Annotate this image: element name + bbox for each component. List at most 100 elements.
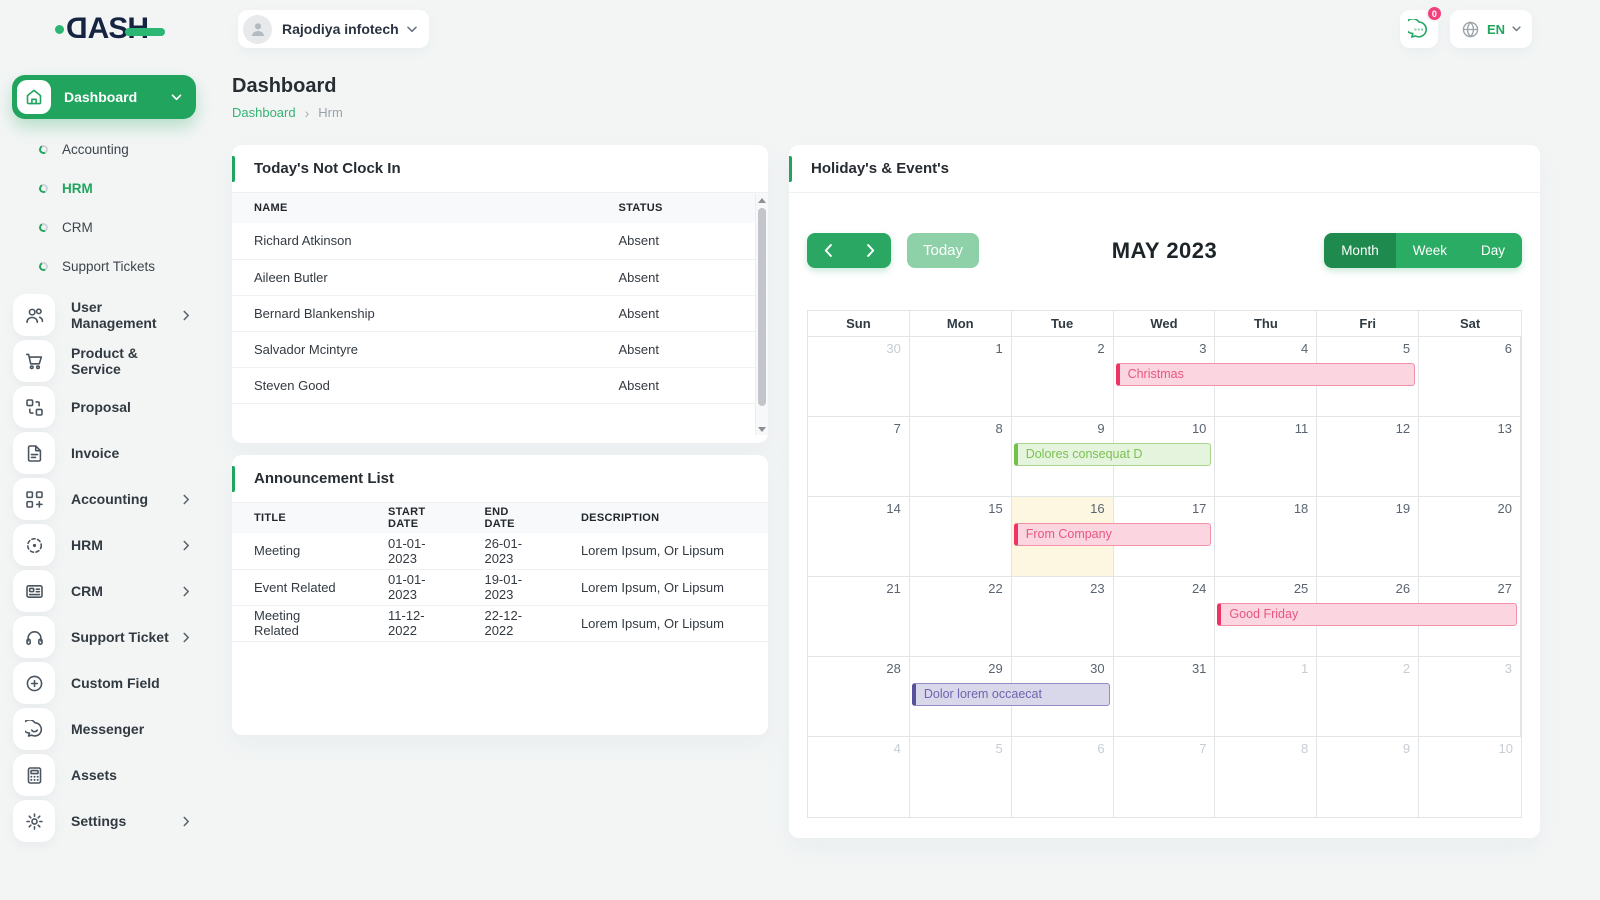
calendar-day-cell[interactable]: 3 bbox=[1419, 657, 1521, 736]
sidebar-item-invoice[interactable]: Invoice bbox=[12, 432, 196, 474]
calendar-day-cell[interactable]: 2 bbox=[1012, 337, 1114, 416]
calendar-day-cell[interactable]: 8 bbox=[910, 417, 1012, 496]
calendar-day-cell[interactable]: 10 bbox=[1498, 741, 1513, 756]
scroll-up-arrow-icon[interactable] bbox=[756, 194, 768, 206]
sidebar-item-crm[interactable]: CRM bbox=[12, 570, 196, 612]
calendar-day-cell[interactable]: 7 bbox=[808, 417, 910, 496]
chevron-right-icon bbox=[183, 632, 190, 643]
workspace-selector[interactable]: Rajodiya infotech bbox=[238, 10, 429, 48]
globe-icon bbox=[1462, 20, 1479, 38]
sidebar-item-support-ticket[interactable]: Support Ticket bbox=[12, 616, 196, 658]
sidebar-item-proposal[interactable]: Proposal bbox=[12, 386, 196, 428]
chevron-right-icon bbox=[183, 816, 190, 827]
calendar-day-cell[interactable]: 23 bbox=[1012, 577, 1114, 656]
sidebar-item-assets[interactable]: Assets bbox=[12, 754, 196, 796]
calendar-week-row: 4 5 6 7 8 9 10 bbox=[808, 737, 1521, 817]
calendar-day-cell[interactable]: 14 bbox=[808, 497, 910, 576]
sidebar-item-accounting[interactable]: Accounting bbox=[12, 130, 196, 169]
calendar-day-cell[interactable]: 9 bbox=[1317, 737, 1420, 817]
calendar-event[interactable]: Christmas bbox=[1115, 363, 1416, 386]
headset-icon bbox=[13, 616, 55, 658]
today-button[interactable]: Today bbox=[907, 233, 980, 268]
calendar-day-cell[interactable]: 6 bbox=[1419, 337, 1521, 416]
calendar-day-cell[interactable]: 11 bbox=[1215, 417, 1318, 496]
sidebar-item-accounting[interactable]: Accounting bbox=[12, 478, 196, 520]
sidebar-item-custom-field[interactable]: Custom Field bbox=[12, 662, 196, 704]
table-cell: 11-12-2022 bbox=[366, 605, 463, 642]
breadcrumb-current: Hrm bbox=[318, 105, 343, 120]
sidebar-item-hrm[interactable]: HRM bbox=[12, 169, 196, 208]
calendar-day-cell[interactable]: 24 bbox=[1114, 577, 1216, 656]
sidebar-item-label: Invoice bbox=[71, 445, 120, 461]
calendar-day-cell[interactable]: 30 bbox=[808, 337, 910, 416]
weekday-label: Tue bbox=[1011, 311, 1114, 337]
chevron-right-icon bbox=[183, 310, 190, 321]
scrollbar-thumb[interactable] bbox=[758, 208, 766, 406]
prev-month-button[interactable] bbox=[807, 233, 849, 268]
sidebar-item-support-tickets[interactable]: Support Tickets bbox=[12, 247, 196, 286]
sidebar-item-product-service[interactable]: Product & Service bbox=[12, 340, 196, 382]
calendar-day-cell[interactable]: 19 bbox=[1317, 497, 1420, 576]
calendar-day-cell[interactable]: 27 bbox=[1419, 577, 1521, 656]
calendar-day-cell[interactable]: 6 bbox=[1012, 737, 1114, 817]
home-icon bbox=[17, 80, 51, 114]
calendar-day-cell[interactable]: 18 bbox=[1215, 497, 1318, 576]
calendar-day-cell[interactable]: 10 bbox=[1114, 417, 1216, 496]
calendar-week-row: 14 15 16 17 18 19 20 From Company bbox=[808, 497, 1521, 577]
chevron-right-icon bbox=[183, 494, 190, 505]
calendar-day-cell[interactable]: 31 bbox=[1114, 657, 1216, 736]
sidebar-item-messenger[interactable]: Messenger bbox=[12, 708, 196, 750]
calendar-event[interactable]: Dolores consequat D bbox=[1013, 443, 1212, 466]
app-logo: DASH bbox=[55, 12, 166, 45]
table-cell: Lorem Ipsum, Or Lipsum bbox=[558, 533, 768, 570]
calendar-day-cell[interactable]: 8 bbox=[1215, 737, 1318, 817]
sidebar-item-hrm[interactable]: HRM bbox=[12, 524, 196, 566]
sidebar-item-settings[interactable]: Settings bbox=[12, 800, 196, 842]
sidebar-item-label: Support Tickets bbox=[62, 259, 156, 274]
sidebar-item-crm[interactable]: CRM bbox=[12, 208, 196, 247]
view-button-month[interactable]: Month bbox=[1324, 233, 1396, 268]
calendar-day-cell[interactable]: 17 bbox=[1114, 497, 1216, 576]
calendar-day-cell[interactable]: 7 bbox=[1114, 737, 1216, 817]
calendar-day-cell[interactable]: 30 bbox=[1012, 657, 1114, 736]
logo-text: DASH bbox=[67, 12, 166, 45]
sidebar-item-dashboard[interactable]: Dashboard bbox=[12, 75, 196, 119]
workspace-label: Rajodiya infotech bbox=[282, 21, 399, 37]
clockin-table-body: Richard Atkinson Absent Aileen Butler Absen… bbox=[232, 223, 768, 404]
announcement-table-head: TITLE START DATE END DATE DESCRIPTION bbox=[232, 503, 768, 533]
bullet-icon bbox=[37, 221, 50, 234]
calendar-day-cell[interactable]: 4 bbox=[808, 737, 910, 817]
calendar-day-cell[interactable]: 21 bbox=[808, 577, 910, 656]
scrollbar[interactable] bbox=[755, 194, 768, 435]
logo-dot-icon bbox=[55, 24, 64, 34]
calendar-day-cell[interactable]: 5 bbox=[910, 737, 1012, 817]
table-cell: Absent bbox=[596, 367, 768, 404]
announcement-table: TITLE START DATE END DATE DESCRIPTION Meeti… bbox=[232, 503, 768, 642]
column-header: TITLE bbox=[232, 503, 366, 533]
messages-button[interactable]: 0 bbox=[1399, 5, 1443, 48]
calendar-day-cell[interactable]: 22 bbox=[910, 577, 1012, 656]
users-icon bbox=[13, 294, 55, 336]
calendar-event[interactable]: From Company bbox=[1013, 523, 1212, 546]
calendar-card-title: Holiday's & Event's bbox=[811, 160, 950, 177]
view-button-week[interactable]: Week bbox=[1395, 233, 1464, 268]
calendar-day-cell[interactable]: 2 bbox=[1317, 657, 1420, 736]
calendar-day-cell[interactable]: 1 bbox=[910, 337, 1012, 416]
language-selector[interactable]: EN bbox=[1449, 10, 1532, 48]
sidebar-item-user-management[interactable]: User Management bbox=[12, 294, 196, 336]
breadcrumb-link-dashboard[interactable]: Dashboard bbox=[232, 105, 296, 120]
calendar-day-cell[interactable]: 13 bbox=[1419, 417, 1521, 496]
calendar-day-cell[interactable]: 15 bbox=[910, 497, 1012, 576]
calendar-day-cell[interactable]: 20 bbox=[1419, 497, 1521, 576]
scroll-down-arrow-icon[interactable] bbox=[756, 423, 768, 435]
view-button-day[interactable]: Day bbox=[1463, 233, 1522, 268]
calendar-day-cell[interactable]: 5 bbox=[1317, 337, 1420, 416]
next-month-button[interactable] bbox=[849, 233, 891, 268]
calendar-toolbar: Today MAY 2023 Month Week Day bbox=[807, 233, 1522, 268]
calendar-day-cell[interactable]: 28 bbox=[808, 657, 910, 736]
calendar-event[interactable]: Good Friday bbox=[1217, 603, 1517, 626]
calendar-day-cell[interactable]: 1 bbox=[1215, 657, 1318, 736]
calendar-event[interactable]: Dolor lorem occaecat bbox=[911, 683, 1110, 706]
calendar-week-row: 28 29 30 31 1 2 3 Dolor lorem occaecat bbox=[808, 657, 1521, 737]
calendar-day-cell[interactable]: 12 bbox=[1317, 417, 1420, 496]
